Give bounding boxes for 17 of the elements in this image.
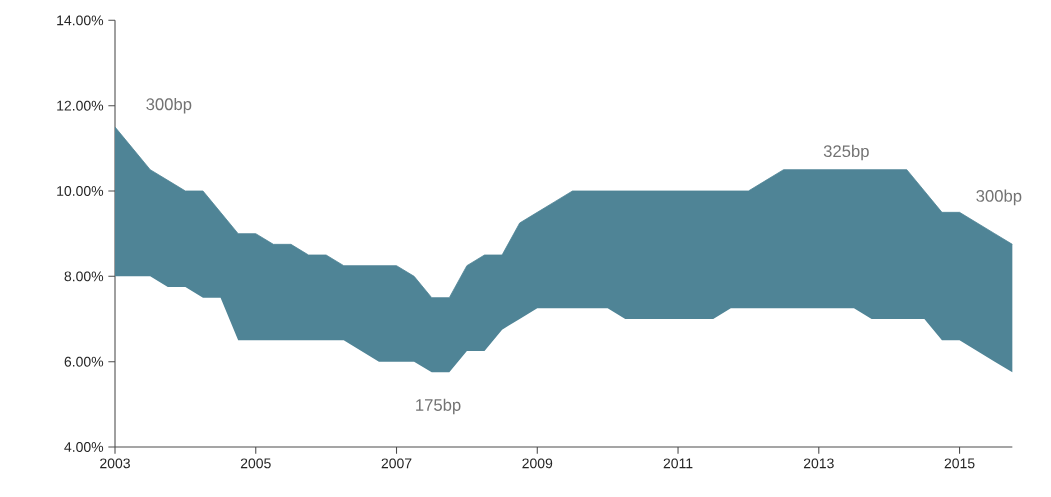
x-tick-label: 2003: [100, 458, 130, 469]
x-tick-label: 2015: [944, 458, 975, 469]
annotation: 300bp: [146, 97, 192, 114]
y-tick-label: 14.00%: [57, 15, 104, 26]
x-tick-label: 2013: [803, 458, 834, 469]
annotation: 325bp: [823, 144, 869, 161]
y-tick-label: 6.00%: [64, 356, 104, 367]
y-tick-label: 4.00%: [64, 442, 104, 452]
x-tick-label: 2005: [240, 458, 271, 469]
y-tick-label: 8.00%: [64, 271, 104, 282]
annotation: 300bp: [976, 189, 1022, 206]
y-tick-label: 12.00%: [57, 100, 104, 111]
x-tick-label: 2007: [381, 458, 412, 469]
annotation: 175bp: [416, 398, 461, 415]
y-tick-label: 10.00%: [57, 186, 104, 196]
x-tick-label: 2009: [522, 458, 553, 469]
x-tick-label: 2011: [663, 458, 693, 469]
